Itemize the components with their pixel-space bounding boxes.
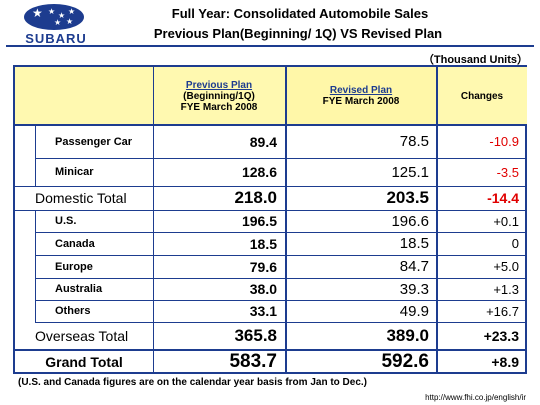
grid-line — [35, 232, 527, 233]
changes-label: Changes — [460, 90, 504, 102]
row-label-overseas-total: Overseas Total — [35, 328, 129, 344]
revised-us: 196.6 — [391, 212, 429, 230]
row-label-grand-total: Grand Total — [45, 354, 123, 370]
change-australia: +1.3 — [493, 281, 519, 297]
previous-domestic-total: 218.0 — [234, 188, 277, 207]
revised-others: 49.9 — [399, 302, 429, 320]
indent-line — [35, 125, 36, 186]
row-label-canada: Canada — [55, 237, 95, 250]
header-divider — [6, 45, 534, 47]
column-line — [153, 67, 154, 374]
revised-europe: 84.7 — [399, 258, 429, 275]
row-label-minicar: Minicar — [55, 166, 94, 178]
change-grand-total: +8.9 — [491, 354, 519, 370]
revised-australia: 39.3 — [399, 280, 429, 298]
previous-minicar: 128.6 — [241, 164, 277, 180]
revised-overseas-total: 389.0 — [386, 326, 429, 345]
grid-line — [35, 278, 527, 279]
row-label-others: Others — [55, 305, 91, 317]
grid-line — [15, 186, 527, 187]
row-label-australia: Australia — [55, 283, 103, 295]
page-title: Full Year: Consolidated Automobile Sales — [171, 6, 429, 21]
change-europe: +5.0 — [493, 259, 519, 274]
page-subtitle: Previous Plan(Beginning/ 1Q) VS Revised … — [153, 26, 443, 41]
grid-line — [15, 349, 527, 351]
previous-passenger-car: 89.4 — [249, 133, 277, 150]
revised-domestic-total: 203.5 — [386, 188, 429, 207]
previous-plan-fye: FYE March 2008 — [180, 101, 258, 113]
header-changes: Changes — [437, 67, 527, 125]
footnote: (U.S. and Canada figures are on the cale… — [18, 377, 367, 388]
sales-table: Previous Plan (Beginning/1Q) FYE March 2… — [13, 65, 527, 374]
six-star-emblem-icon: ★ ★ ★ ★ ★ ★ — [24, 4, 84, 30]
header-bottom-line — [15, 124, 527, 126]
row-label-europe: Europe — [55, 260, 93, 273]
brand-name: SUBARU — [25, 31, 87, 46]
grid-line — [35, 158, 527, 159]
row-label-domestic-total: Domestic Total — [35, 190, 127, 206]
grid-line — [15, 210, 527, 211]
previous-canada: 18.5 — [249, 235, 277, 252]
column-line — [436, 67, 438, 374]
header-blank-cell — [15, 67, 153, 125]
previous-plan-label: Previous Plan — [185, 79, 253, 91]
change-minicar: -3.5 — [496, 164, 519, 180]
units-label: （Thousand Units） — [422, 54, 528, 66]
grid-line — [35, 300, 527, 301]
row-label-passenger-car: Passenger Car — [55, 135, 133, 148]
change-others: +16.7 — [486, 303, 519, 319]
row-label-us: U.S. — [55, 215, 77, 227]
header-revised-plan: Revised Plan FYE March 2008 — [285, 67, 437, 125]
change-overseas-total: +23.3 — [483, 328, 519, 344]
previous-europe: 79.6 — [249, 258, 277, 275]
revised-grand-total: 592.6 — [381, 351, 429, 372]
grid-line — [35, 322, 527, 323]
revised-plan-fye: FYE March 2008 — [322, 96, 400, 107]
revised-minicar: 125.1 — [391, 163, 429, 181]
previous-australia: 38.0 — [249, 281, 277, 297]
previous-others: 33.1 — [249, 303, 277, 319]
change-canada: 0 — [511, 236, 519, 251]
column-line — [285, 67, 287, 374]
revised-canada: 18.5 — [399, 235, 429, 252]
revised-plan-label: Revised Plan — [329, 85, 393, 96]
change-us: +0.1 — [493, 213, 519, 229]
subaru-logo: ★ ★ ★ ★ ★ ★ SUBARU — [6, 4, 106, 46]
change-domestic-total: -14.4 — [487, 190, 519, 206]
header-previous-plan: Previous Plan (Beginning/1Q) FYE March 2… — [153, 67, 285, 125]
grid-line — [35, 255, 527, 256]
ir-url: http://www.fhi.co.jp/english/ir — [425, 393, 526, 402]
revised-passenger-car: 78.5 — [399, 133, 429, 150]
previous-plan-period: (Beginning/1Q) — [183, 90, 255, 102]
previous-grand-total: 583.7 — [229, 351, 277, 372]
previous-overseas-total: 365.8 — [234, 326, 277, 345]
change-passenger-car: -10.9 — [489, 134, 519, 149]
previous-us: 196.5 — [241, 213, 277, 229]
indent-line — [35, 210, 36, 322]
